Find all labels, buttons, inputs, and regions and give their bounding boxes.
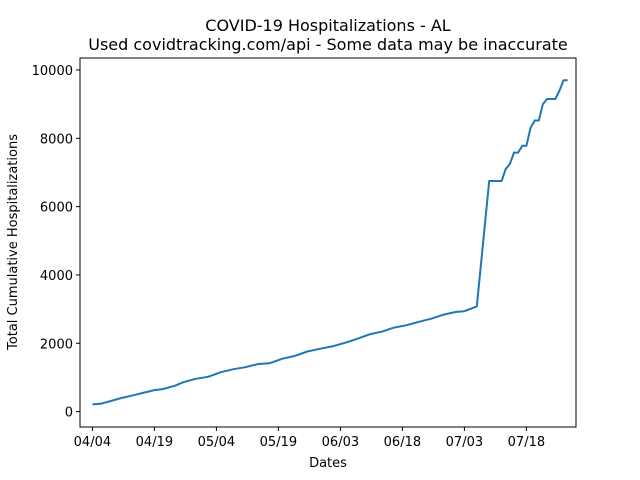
chart-title: COVID-19 Hospitalizations - AL [205,16,450,35]
y-tick-label: 0 [65,406,73,421]
x-tick-label: 06/03 [322,435,359,450]
y-tick-label: 2000 [40,337,73,352]
x-tick-label: 04/19 [136,435,173,450]
y-tick-label: 10000 [32,64,73,79]
x-tick-label: 05/04 [198,435,235,450]
series-line-0 [92,79,568,406]
y-tick-label: 8000 [40,132,73,147]
x-tick-label: 06/18 [384,435,421,450]
x-tick-label: 07/03 [446,435,483,450]
x-axis-label: Dates [309,456,347,471]
x-tick-label: 07/18 [508,435,545,450]
x-axis: 04/04 04/19 05/04 05/19 06/03 06/18 07/03 07/18 [74,427,545,450]
series-layer [92,79,568,406]
y-axis: 0 2000 4000 6000 8000 10000 [32,64,80,421]
x-tick-label: 04/04 [74,435,111,450]
y-tick-label: 4000 [40,269,73,284]
y-tick-label: 6000 [40,201,73,216]
plot-frame [79,57,577,428]
chart-subtitle: Used covidtracking.com/api - Some data m… [88,35,568,54]
y-axis-label: Total Cumulative Hospitalizations [6,134,21,351]
x-tick-label: 05/19 [260,435,297,450]
